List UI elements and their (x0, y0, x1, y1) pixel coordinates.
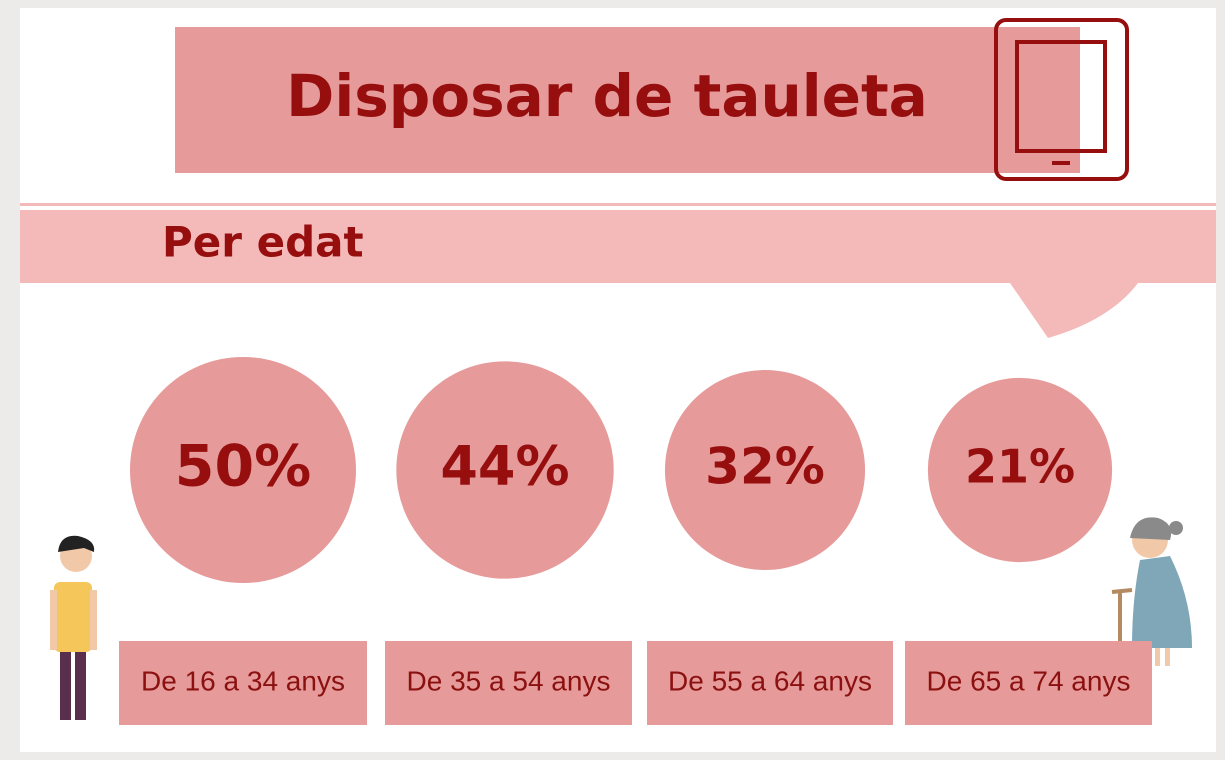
page: Disposar de tauleta Per edat 50% De 16 a … (0, 0, 1225, 760)
chart: Disposar de tauleta Per edat 50% De 16 a … (0, 0, 1225, 760)
value-label: 44% (440, 435, 569, 498)
value-label: 21% (965, 440, 1075, 494)
value-label: 50% (175, 434, 311, 500)
chart-title: Disposar de tauleta (286, 62, 928, 130)
category-label: De 55 a 64 anys (668, 665, 872, 696)
divider (20, 203, 1216, 206)
category-label: De 65 a 74 anys (927, 665, 1131, 696)
value-label: 32% (705, 438, 825, 496)
category-label: De 35 a 54 anys (407, 665, 611, 696)
subtitle: Per edat (162, 218, 364, 267)
category-label: De 16 a 34 anys (141, 665, 345, 696)
